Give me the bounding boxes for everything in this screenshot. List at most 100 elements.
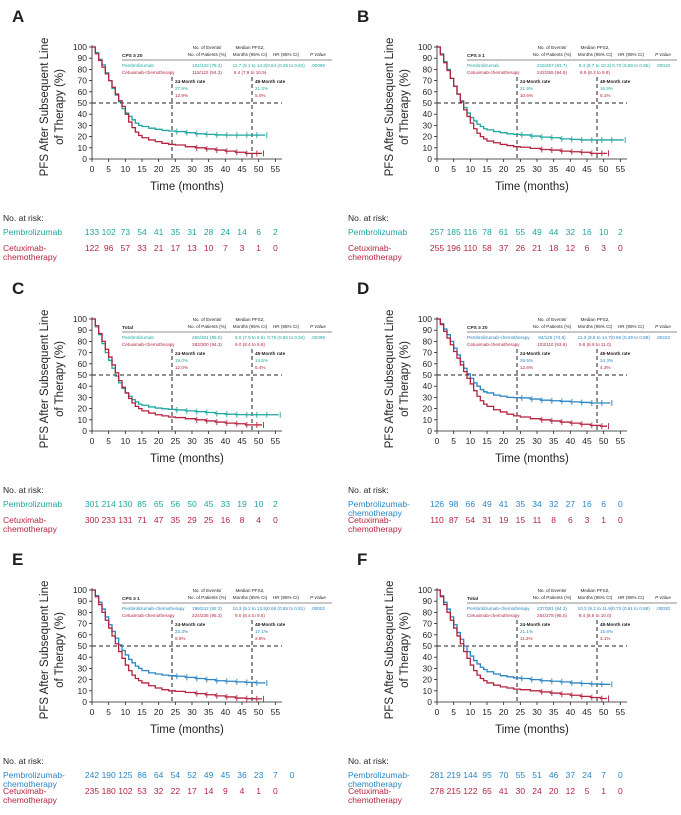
risk-count: 0 [618, 515, 623, 525]
risk-count: 30 [516, 786, 526, 796]
rate-value-pembro-48: 24.3% [600, 358, 613, 363]
y-tick-label: 50 [78, 641, 88, 651]
x-tick-label: 15 [137, 436, 147, 446]
km-panel-f: F PFS After Subsequent Line of Therapy (%)… [348, 550, 677, 805]
x-axis-label: Time (months) [150, 453, 224, 465]
risk-count: 16 [582, 227, 592, 237]
x-tick-label: 25 [516, 707, 526, 717]
risk-count: 73 [121, 227, 131, 237]
y-tick-label: 50 [78, 370, 88, 380]
rate-value-cetux-24: 11.2% [520, 636, 533, 641]
risk-count: 3 [585, 515, 590, 525]
rate-value-pembro-24: 19.0% [175, 358, 188, 363]
risk-count: 33 [137, 243, 147, 253]
risk-count: 233 [102, 515, 116, 525]
x-tick-label: 0 [435, 707, 440, 717]
km-curve-cetuximab [437, 589, 607, 700]
x-tick-label: 45 [237, 164, 247, 174]
table-header-median2: Months (95% CI) [578, 324, 613, 329]
risk-row-label: Pembrolizumab- [3, 770, 65, 780]
x-tick-label: 0 [435, 436, 440, 446]
x-tick-label: 35 [204, 164, 214, 174]
rate-value-cetux-24: 12.0% [175, 365, 188, 370]
table-header-events: No. of Events/ [538, 45, 568, 50]
risk-count: 0 [273, 515, 278, 525]
rate-value-pembro-24: 21.1% [520, 629, 533, 634]
table-header-median2: Months (95% CI) [233, 52, 268, 57]
risk-count: 131 [118, 515, 132, 525]
risk-row-label: chemotherapy [348, 524, 403, 534]
risk-count: 1 [256, 243, 261, 253]
y-axis-label-line2: of Therapy (%) [54, 612, 66, 688]
x-tick-label: 30 [187, 707, 197, 717]
table-population: CPS ≥ 20 [467, 325, 488, 331]
x-tick-label: 55 [616, 707, 626, 717]
table-arm-median: 9.0 (8.4 to 9.6) [235, 613, 265, 618]
risk-count: 0 [618, 243, 623, 253]
table-arm-name: Cetuximab-chemotherapy [467, 342, 520, 347]
table-population: Total [122, 325, 133, 331]
rate-value-cetux-48: 5.0% [255, 93, 265, 98]
risk-count: 98 [449, 499, 459, 509]
x-tick-label: 40 [566, 436, 576, 446]
table-header-median2: Months (95% CI) [578, 595, 613, 600]
y-tick-label: 30 [423, 392, 433, 402]
table-arm-events: 104/133 (78.2) [192, 63, 222, 68]
table-arm-name: Pembrolizumab-chemotherapy [467, 606, 530, 611]
risk-count: 196 [447, 243, 461, 253]
y-tick-label: 90 [423, 53, 433, 63]
table-header-hr: HR (95% CI) [618, 52, 645, 57]
y-tick-label: 70 [78, 348, 88, 358]
risk-count: 78 [482, 227, 492, 237]
risk-count: 20 [549, 786, 559, 796]
risk-row-label: Cetuximab- [3, 515, 47, 525]
x-tick-label: 0 [90, 707, 95, 717]
x-tick-label: 35 [549, 164, 559, 174]
x-tick-label: 35 [204, 436, 214, 446]
x-tick-label: 5 [106, 436, 111, 446]
risk-count: 86 [137, 770, 147, 780]
risk-count: 242 [85, 770, 99, 780]
y-tick-label: 10 [423, 686, 433, 696]
rate-label-24: 24-Month rate [520, 79, 551, 84]
risk-count: 4 [256, 515, 261, 525]
x-tick-label: 30 [187, 436, 197, 446]
y-tick-label: 0 [82, 697, 87, 707]
rate-value-cetux-24: 10.6% [520, 93, 533, 98]
x-tick-label: 0 [435, 164, 440, 174]
y-tick-label: 40 [423, 381, 433, 391]
km-panel-c: C PFS After Subsequent Line of Therapy (%)… [3, 279, 332, 534]
risk-count: 13 [187, 243, 197, 253]
risk-count: 5 [585, 786, 590, 796]
risk-row-label: Cetuximab- [348, 243, 392, 253]
risk-count: 37 [499, 243, 509, 253]
risk-count: 21 [532, 243, 542, 253]
risk-count: 301 [85, 499, 99, 509]
risk-count: 12 [566, 786, 576, 796]
x-tick-label: 45 [237, 707, 247, 717]
panel-letter: F [357, 550, 367, 569]
x-tick-label: 35 [549, 707, 559, 717]
risk-count: 14 [237, 227, 247, 237]
x-tick-label: 5 [451, 707, 456, 717]
y-tick-label: 20 [423, 132, 433, 142]
table-hr-value: 0.73 (0.61 to 0.88) [612, 606, 650, 611]
rate-value-cetux-48: 5.4% [255, 365, 265, 370]
x-tick-label: 45 [582, 436, 592, 446]
x-tick-label: 55 [271, 436, 281, 446]
table-arm-events: 283/300 (94.3) [192, 342, 222, 347]
risk-row-label: Cetuximab- [3, 243, 47, 253]
rate-value-cetux-48: 3.1% [600, 636, 610, 641]
km-curve-pembrolizumab [92, 46, 266, 136]
table-header-events: No. of Events/ [538, 317, 568, 322]
risk-count: 8 [551, 515, 556, 525]
risk-count: 17 [171, 243, 181, 253]
rate-value-cetux-48: 5.1% [600, 93, 610, 98]
y-tick-label: 50 [423, 370, 433, 380]
risk-count: 70 [499, 770, 509, 780]
risk-count: 2 [273, 499, 278, 509]
table-header-events2: No. of Patients (%) [188, 324, 227, 329]
y-tick-label: 80 [423, 607, 433, 617]
x-tick-label: 25 [516, 436, 526, 446]
